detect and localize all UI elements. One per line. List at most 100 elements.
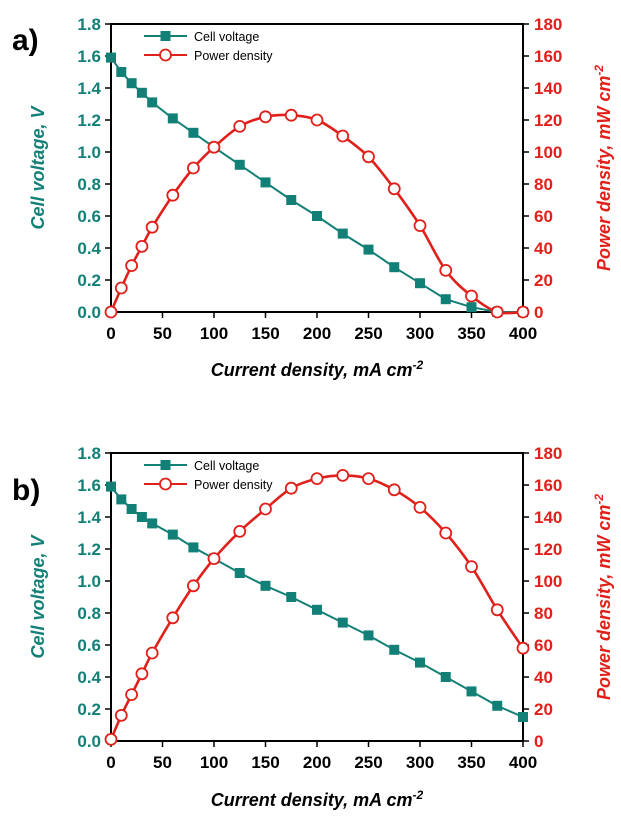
data-point-square xyxy=(466,686,477,697)
data-point-square xyxy=(106,481,116,492)
data-point-square xyxy=(337,617,348,628)
x-tick-label: 100 xyxy=(200,753,228,772)
data-point-circle xyxy=(125,688,139,701)
data-point-circle xyxy=(233,525,247,538)
data-point-square xyxy=(260,580,271,591)
data-point-square xyxy=(389,644,400,655)
data-point-square xyxy=(363,630,374,641)
y2-tick-label: 60 xyxy=(534,207,553,226)
x-tick-label: 250 xyxy=(354,324,382,343)
y2-tick-label: 80 xyxy=(534,604,553,623)
data-point-circle xyxy=(284,108,298,122)
data-point-circle xyxy=(465,289,478,303)
y2-tick-label: 100 xyxy=(534,572,562,591)
x-tick-label: 200 xyxy=(303,753,331,772)
y2-tick-label: 20 xyxy=(534,271,553,290)
data-point-circle xyxy=(413,500,427,514)
y-tick-label: 0.4 xyxy=(77,668,101,687)
data-point-circle xyxy=(114,281,128,295)
x-tick-label: 300 xyxy=(406,753,434,772)
data-point-square xyxy=(106,52,116,63)
y2-tick-label: 180 xyxy=(534,15,562,34)
y-tick-label: 1.6 xyxy=(77,47,101,66)
data-point-circle xyxy=(145,220,159,234)
x-tick-label: 50 xyxy=(153,324,172,343)
x-tick-label: 300 xyxy=(406,324,434,343)
y2-tick-label: 120 xyxy=(534,111,562,130)
data-point-square xyxy=(415,657,425,668)
y-tick-label: 0.2 xyxy=(77,700,101,719)
plot-frame xyxy=(110,23,524,313)
x-tick-label: 0 xyxy=(106,753,115,772)
y-tick-label: 1.6 xyxy=(77,476,101,495)
x-tick-label: 350 xyxy=(457,753,485,772)
data-point-square xyxy=(116,494,127,505)
data-point-square xyxy=(286,195,297,205)
y2-tick-label: 180 xyxy=(534,444,562,463)
data-point-circle xyxy=(135,239,149,253)
data-point-square xyxy=(312,604,322,615)
x-tick-label: 400 xyxy=(509,753,537,772)
y2-axis-title-text: Power density, mW cm xyxy=(594,76,614,271)
data-point-square xyxy=(126,78,137,89)
y2-tick-label: 20 xyxy=(534,700,553,719)
y2-axis-title-superscript: -2 xyxy=(592,65,606,76)
data-point-circle xyxy=(207,140,221,154)
data-point-circle xyxy=(362,150,375,164)
y-tick-label: 0.0 xyxy=(77,732,101,751)
data-point-circle xyxy=(490,603,504,617)
y-tick-label: 1.8 xyxy=(77,15,101,34)
data-point-circle xyxy=(310,472,324,486)
y-tick-label: 1.4 xyxy=(77,79,101,98)
x-tick-label: 150 xyxy=(251,324,279,343)
x-tick-label: 50 xyxy=(153,753,172,772)
data-point-circle xyxy=(114,709,128,722)
data-point-circle xyxy=(284,481,298,495)
data-point-circle xyxy=(259,502,272,516)
series-line xyxy=(110,57,523,313)
y2-tick-label: 80 xyxy=(534,175,553,194)
data-point-circle xyxy=(387,483,401,497)
legend-marker-square xyxy=(160,460,171,470)
legend-label: Cell voltage xyxy=(194,30,259,44)
data-point-square xyxy=(415,278,425,289)
data-point-circle xyxy=(135,667,149,681)
series-power-density xyxy=(104,108,530,319)
x-tick-label: 150 xyxy=(251,753,279,772)
data-point-square xyxy=(440,294,451,305)
y2-tick-label: 160 xyxy=(534,47,562,66)
data-point-circle xyxy=(362,472,375,486)
data-point-square xyxy=(363,244,374,255)
series-power-density xyxy=(104,468,530,746)
data-point-circle xyxy=(439,526,453,540)
y-axis-title: Cell voltage, V xyxy=(28,104,48,229)
y-tick-label: 1.2 xyxy=(77,540,101,559)
y2-axis-title: Power density, mW cm-2 xyxy=(592,494,614,700)
data-point-square xyxy=(337,228,348,239)
legend-marker-square xyxy=(160,31,171,41)
data-point-square xyxy=(518,712,528,722)
y2-tick-label: 140 xyxy=(534,508,562,527)
data-point-circle xyxy=(125,259,139,273)
x-axis-title-superscript: -2 xyxy=(413,358,424,372)
data-point-square xyxy=(136,87,147,98)
y2-tick-label: 0 xyxy=(534,303,543,322)
data-point-circle xyxy=(516,305,530,319)
data-point-circle xyxy=(166,188,180,202)
y-tick-label: 0.4 xyxy=(77,239,101,258)
y2-tick-label: 120 xyxy=(534,540,562,559)
data-point-square xyxy=(167,113,178,124)
data-point-circle xyxy=(387,182,401,196)
data-point-square xyxy=(116,67,127,77)
y2-axis-title-text: Power density, mW cm xyxy=(594,505,614,700)
x-tick-label: 0 xyxy=(106,324,115,343)
data-point-circle xyxy=(104,305,118,319)
y2-tick-label: 160 xyxy=(534,476,562,495)
data-point-circle xyxy=(233,120,247,133)
legend-marker-circle xyxy=(159,48,172,62)
data-point-circle xyxy=(490,305,504,319)
data-point-circle xyxy=(336,468,350,482)
legend-label: Power density xyxy=(194,49,273,63)
y-tick-label: 0.6 xyxy=(77,207,101,226)
y-axis-title: Cell voltage, V xyxy=(28,533,48,658)
